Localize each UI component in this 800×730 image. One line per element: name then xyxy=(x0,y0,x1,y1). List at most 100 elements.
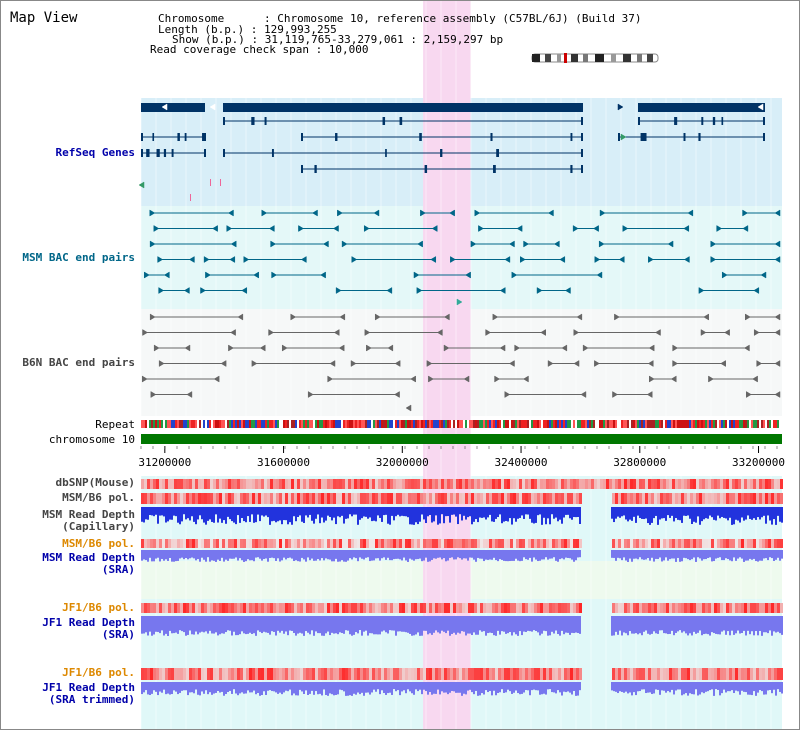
repeat-segment xyxy=(445,420,447,428)
jf1-depth-sra-bar xyxy=(463,616,465,632)
msm-bac-pair-end-icon xyxy=(622,225,629,232)
msm-depth-cap-bar xyxy=(345,507,347,519)
jf1-depth-sra-bar xyxy=(571,616,573,633)
b6n-bac-pair-end-icon xyxy=(394,360,401,367)
b6n-bac-label[interactable]: B6N BAC end pairs xyxy=(22,356,135,369)
jf1-b6-pol-trim-label[interactable]: JF1/B6 pol. xyxy=(62,666,135,679)
jf1-depth-trim-bar xyxy=(681,682,683,696)
msm-depth-cap-bar xyxy=(633,507,635,517)
jf1-pol-heat xyxy=(234,603,237,613)
msm-pol-sra-heat xyxy=(291,539,294,548)
repeat-segment xyxy=(217,420,219,428)
jf1-depth-sra-bar xyxy=(493,616,495,636)
msm-read-depth-cap-label[interactable]: MSM Read Depth xyxy=(42,508,135,521)
dbsnp-heat xyxy=(288,479,291,489)
jf1-read-depth-trim-label[interactable]: JF1 Read Depth xyxy=(42,681,135,694)
repeat-segment xyxy=(719,420,721,428)
jf1-pol-trim-heat xyxy=(444,668,447,680)
msm-depth-sra-bar xyxy=(439,550,441,558)
repeat-segment xyxy=(477,420,479,428)
msm-depth-sra-bar xyxy=(481,550,483,559)
jf1-depth-trim-bar xyxy=(745,682,747,693)
jf1-pol-heat xyxy=(375,603,378,613)
dbsnp-heat xyxy=(735,479,738,489)
jf1-depth-trim-bar xyxy=(457,682,459,693)
dbsnp-heat xyxy=(336,479,339,489)
msm-depth-sra-bar xyxy=(657,550,659,560)
jf1-depth-trim-bar xyxy=(335,682,337,695)
jf1-read-depth-sra-label[interactable]: JF1 Read Depth xyxy=(42,616,135,629)
msm-depth-sra-bar xyxy=(777,550,779,558)
jf1-depth-sra-bar xyxy=(643,616,645,632)
msm-depth-cap-bar xyxy=(483,507,485,518)
msm-depth-cap-bar xyxy=(421,507,423,515)
jf1-depth-trim-bar xyxy=(433,682,435,694)
refseq-gene xyxy=(223,103,583,112)
dbsnp-label[interactable]: dbSNP(Mouse) xyxy=(55,476,135,489)
msm-pol-heat xyxy=(168,493,171,504)
jf1-pol-heat xyxy=(579,603,582,613)
refseq-exon xyxy=(763,133,765,141)
msm-depth-sra-bar xyxy=(497,550,499,562)
jf1-depth-sra-bar xyxy=(445,616,447,634)
msm-depth-cap-bar xyxy=(237,507,239,516)
repeat-segment xyxy=(659,420,661,428)
gene-strand-icon xyxy=(209,103,216,111)
jf1-pol-trim-heat xyxy=(738,668,741,680)
jf1-pol-heat xyxy=(159,603,162,613)
msm-depth-sra-bar xyxy=(661,550,663,562)
msm-b6-pol-label[interactable]: MSM/B6 pol. xyxy=(62,491,135,504)
msm-pol-sra-heat xyxy=(615,539,618,548)
msm-pol-sra-heat xyxy=(426,539,429,548)
jf1-depth-sra-bar xyxy=(739,616,741,634)
msm-bac-label[interactable]: MSM BAC end pairs xyxy=(22,251,135,264)
dbsnp-heat xyxy=(387,479,390,489)
msm-depth-cap-bar xyxy=(527,507,529,515)
jf1-depth-trim-bar xyxy=(409,682,411,692)
b6n-bac-pair-end-icon xyxy=(724,329,730,336)
jf1-depth-trim-bar xyxy=(239,682,241,694)
jf1-pol-heat xyxy=(768,603,771,613)
dbsnp-heat xyxy=(258,479,261,489)
msm-depth-cap-bar xyxy=(453,507,455,515)
jf1-pol-heat xyxy=(321,603,324,613)
jf1-pol-trim-heat xyxy=(417,668,420,680)
msm-depth-cap-bar xyxy=(177,507,179,523)
chromosome-ideogram-icon[interactable] xyxy=(531,53,659,63)
msm-b6-pol-sra-label[interactable]: MSM/B6 pol. xyxy=(62,537,135,550)
msm-depth-sra-bar xyxy=(453,550,455,560)
msm-pol-heat xyxy=(714,493,717,504)
msm-pol-sra-heat xyxy=(324,539,327,548)
jf1-depth-sra-bar xyxy=(213,616,215,634)
jf1-pol-heat xyxy=(303,603,306,613)
jf1-depth-sra-bar xyxy=(515,616,517,635)
msm-depth-cap-bar xyxy=(769,507,771,521)
jf1-b6-pol-label[interactable]: JF1/B6 pol. xyxy=(62,601,135,614)
repeat-segment xyxy=(629,420,631,428)
refseq-genes-label[interactable]: RefSeq Genes xyxy=(55,146,135,159)
msm-pol-heat xyxy=(387,493,390,504)
jf1-pol-trim-heat xyxy=(699,668,702,680)
repeat-segment xyxy=(577,420,579,428)
repeat-segment xyxy=(441,420,443,428)
msm-depth-sra-bar xyxy=(519,550,521,562)
msm-bac-pair-end-icon xyxy=(593,225,599,232)
msm-depth-sra-bar xyxy=(641,550,643,560)
jf1-depth-sra-bar xyxy=(751,616,753,632)
jf1-depth-trim-bar xyxy=(363,682,365,696)
msm-pol-sra-heat xyxy=(477,539,480,548)
msm-pol-heat xyxy=(660,493,663,504)
refseq-exon xyxy=(496,149,500,157)
dbsnp-heat xyxy=(144,479,147,489)
dbsnp-heat xyxy=(177,479,180,489)
jf1-pol-trim-heat xyxy=(354,668,357,680)
jf1-depth-sra-bar xyxy=(251,616,253,635)
msm-depth-sra-bar xyxy=(541,550,543,560)
msm-depth-sra-bar xyxy=(381,550,383,559)
msm-bac-pair-end-icon xyxy=(271,271,278,279)
msm-depth-sra-bar xyxy=(671,550,673,559)
msm-depth-sra-bar xyxy=(257,550,259,558)
repeat-segment xyxy=(351,420,353,428)
msm-read-depth-sra-label[interactable]: MSM Read Depth xyxy=(42,551,135,564)
jf1-depth-trim-bar xyxy=(241,682,243,693)
